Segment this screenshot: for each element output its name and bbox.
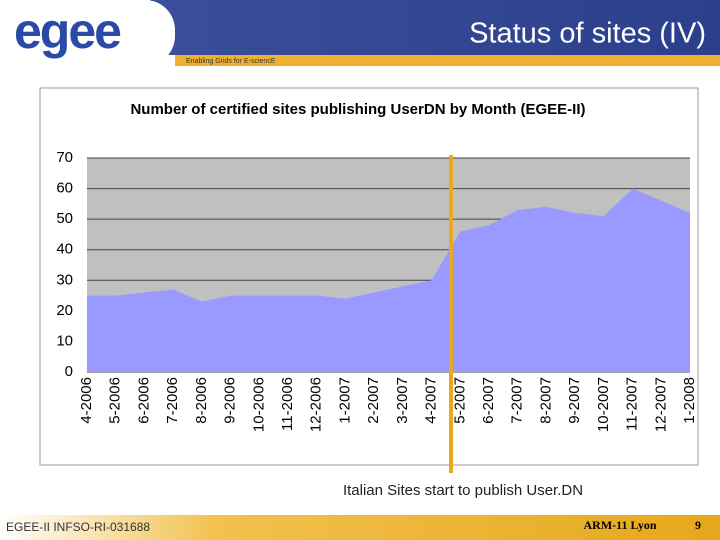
x-tick-label: 9-2006: [222, 377, 239, 424]
y-tick-label: 70: [56, 149, 73, 166]
annotation: Italian Sites start to publish User.DN: [343, 482, 583, 499]
x-tick-label: 1-2008: [681, 377, 698, 424]
x-tick-label: 7-2007: [509, 377, 526, 424]
x-tick-label: 7-2006: [164, 377, 181, 424]
y-tick-label: 40: [56, 241, 73, 258]
footer-center: ARM-11 Lyon: [583, 518, 656, 532]
x-tick-label: 10-2007: [595, 377, 612, 432]
y-tick-label: 50: [56, 210, 73, 227]
x-tick-label: 2-2007: [365, 377, 382, 424]
x-tick-label: 11-2007: [624, 377, 641, 431]
x-tick-label: 8-2007: [537, 377, 554, 424]
logo-box: [0, 0, 175, 66]
x-tick-label: 6-2006: [135, 377, 152, 424]
x-tick-label: 5-2006: [107, 377, 124, 424]
y-tick-label: 0: [65, 363, 73, 380]
chart-title: Number of certified sites publishing Use…: [130, 101, 585, 118]
y-tick-label: 60: [56, 180, 73, 197]
x-tick-label: 12-2007: [652, 377, 669, 432]
slide-title: Status of sites (IV): [469, 18, 706, 50]
x-tick-label: 4-2006: [78, 377, 95, 424]
x-tick-label: 10-2006: [250, 377, 267, 432]
header-bar: [150, 0, 720, 55]
footer-left: EGEE-II INFSO-RI-031688: [6, 520, 150, 534]
x-tick-label: 6-2007: [480, 377, 497, 424]
tagline-bar: [175, 55, 720, 66]
x-tick-label: 8-2006: [193, 377, 210, 424]
page-number: 9: [695, 518, 701, 532]
y-tick-label: 20: [56, 302, 73, 319]
tagline: Enabling Grids for E-sciencE: [186, 58, 276, 65]
x-tick-label: 12-2006: [308, 377, 325, 432]
x-tick-label: 11-2006: [279, 377, 296, 431]
x-tick-label: 9-2007: [566, 377, 583, 424]
y-tick-label: 10: [56, 332, 73, 349]
x-tick-label: 1-2007: [336, 377, 353, 424]
logo: egee: [14, 3, 121, 59]
footer-bar: [0, 515, 720, 540]
x-tick-label: 3-2007: [394, 377, 411, 424]
x-tick-label: 5-2007: [451, 377, 468, 424]
x-tick-label: 4-2007: [423, 377, 440, 424]
y-tick-label: 30: [56, 271, 73, 288]
area: [87, 188, 690, 372]
